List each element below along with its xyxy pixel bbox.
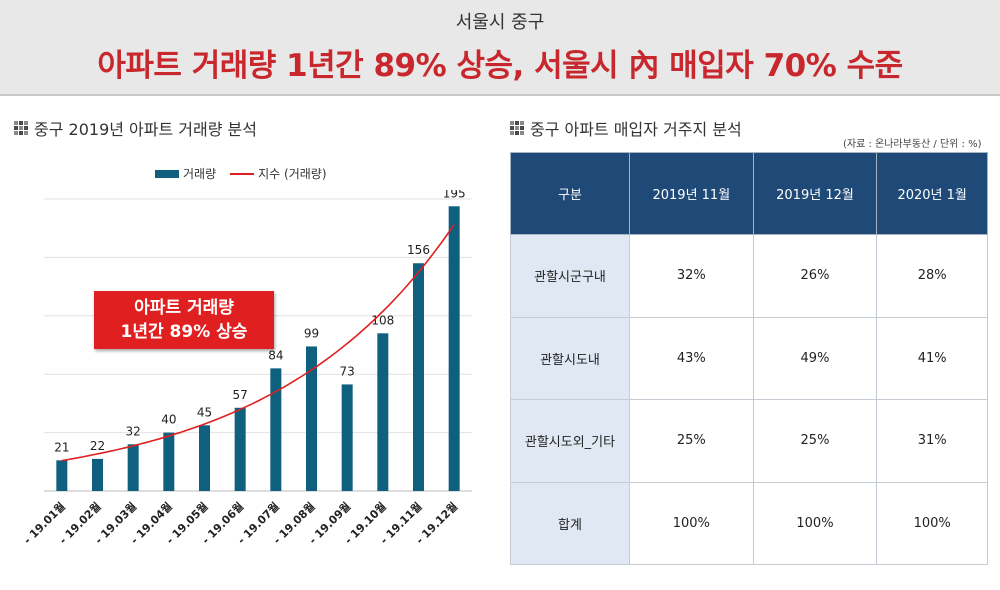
table-cell: 26% bbox=[752, 234, 878, 318]
data-label: 84 bbox=[268, 348, 283, 362]
bar bbox=[199, 425, 210, 491]
table-row: 관할시도내 43% 49% 41% bbox=[510, 316, 988, 400]
bar bbox=[234, 407, 246, 491]
page-subtitle: 서울시 중구 bbox=[455, 12, 545, 33]
data-label: 22 bbox=[90, 439, 105, 453]
bar bbox=[377, 333, 389, 491]
source-note: (자료 : 온나라부동산 / 단위 : %) bbox=[843, 139, 982, 150]
bar bbox=[163, 432, 175, 491]
legend-bar-swatch bbox=[155, 169, 179, 178]
table-row: 관할시도외_기타 25% 25% 31% bbox=[510, 399, 988, 483]
bar bbox=[306, 346, 317, 491]
table-header-cell: 2020년 1월 bbox=[876, 152, 988, 235]
table-row-label: 관할시도내 bbox=[510, 316, 630, 400]
callout-line-2: 1년간 89% 상승 bbox=[120, 322, 248, 342]
right-section-title-text: 중구 아파트 매입자 거주지 분석 bbox=[530, 120, 742, 139]
data-label: 45 bbox=[197, 405, 212, 419]
grid-dots-icon bbox=[14, 121, 28, 135]
table-cell: 31% bbox=[876, 399, 988, 483]
table-cell: 100% bbox=[876, 481, 988, 565]
page-title: 아파트 거래량 1년간 89% 상승, 서울시 內 매입자 70% 수준 bbox=[97, 48, 903, 84]
table-header-row: 구분 2019년 11월 2019년 12월 2020년 1월 bbox=[510, 152, 988, 235]
table-cell: 25% bbox=[629, 399, 754, 483]
grid-dots-icon bbox=[510, 121, 524, 135]
bar bbox=[341, 384, 353, 491]
table-cell: 25% bbox=[752, 399, 878, 483]
table-cell: 100% bbox=[629, 481, 754, 565]
bar bbox=[448, 206, 460, 492]
table-cell: 32% bbox=[629, 234, 754, 318]
table-header-cell: 구분 bbox=[510, 152, 630, 235]
table-header-cell: 2019년 12월 bbox=[752, 152, 878, 235]
table-cell: 100% bbox=[752, 481, 878, 565]
trend-line bbox=[61, 224, 455, 462]
page-header: 서울시 중구 아파트 거래량 1년간 89% 상승, 서울시 內 매입자 70%… bbox=[0, 0, 1000, 96]
data-label: 99 bbox=[304, 326, 319, 340]
legend-line-label: 지수 (거래량) bbox=[258, 167, 327, 181]
table-cell: 28% bbox=[876, 234, 988, 318]
bar bbox=[413, 263, 424, 491]
chart-legend: 거래량 지수 (거래량) bbox=[155, 165, 327, 182]
table-row-label: 관할시도외_기타 bbox=[510, 399, 630, 483]
legend-line-swatch bbox=[230, 172, 255, 175]
left-section-title: 중구 2019년 아파트 거래량 분석 bbox=[14, 116, 257, 140]
right-section-title: 중구 아파트 매입자 거주지 분석 bbox=[510, 116, 742, 140]
table-header-cell: 2019년 11월 bbox=[629, 152, 754, 235]
data-label: 40 bbox=[161, 413, 176, 427]
table-cell: 49% bbox=[752, 316, 878, 400]
data-label: 156 bbox=[407, 243, 430, 257]
data-label: 73 bbox=[340, 364, 355, 378]
bar bbox=[270, 368, 282, 491]
table-cell: 43% bbox=[629, 316, 754, 400]
table-cell: 41% bbox=[876, 316, 988, 400]
bar bbox=[56, 460, 68, 491]
left-section-title-text: 중구 2019년 아파트 거래량 분석 bbox=[34, 120, 257, 139]
data-label: 57 bbox=[233, 388, 248, 402]
table-row: 합계 100% 100% 100% bbox=[510, 481, 988, 565]
data-label: 32 bbox=[126, 424, 141, 438]
bar bbox=[127, 444, 139, 491]
legend-bar-label: 거래량 bbox=[183, 167, 217, 181]
table-row: 관할시군구내 32% 26% 28% bbox=[510, 234, 988, 318]
callout-line-1: 아파트 거래량 bbox=[134, 298, 234, 318]
bar bbox=[92, 458, 103, 491]
data-label: 195 bbox=[443, 190, 466, 200]
table-row-label: 관할시군구내 bbox=[510, 234, 630, 318]
buyer-residence-table: 구분 2019년 11월 2019년 12월 2020년 1월 관할시군구내 3… bbox=[510, 152, 988, 565]
data-label: 21 bbox=[54, 440, 69, 454]
table-row-label: 합계 bbox=[510, 481, 630, 565]
highlight-callout: 아파트 거래량 1년간 89% 상승 bbox=[94, 291, 274, 349]
